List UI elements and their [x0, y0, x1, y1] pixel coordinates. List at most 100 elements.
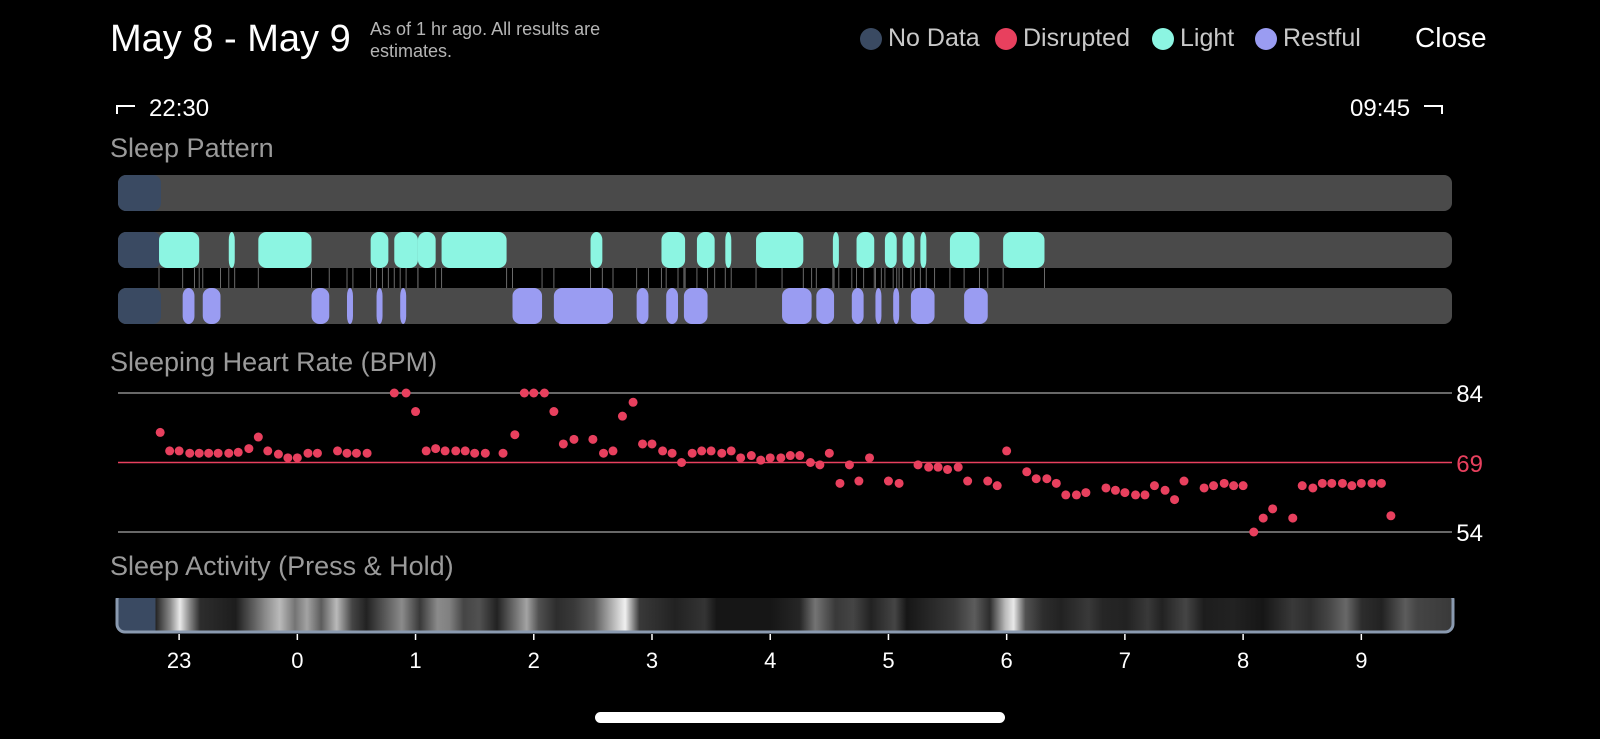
restful-dot-icon: [1255, 27, 1277, 50]
legend-restful: Restful: [1255, 24, 1361, 53]
hr-point: [1386, 511, 1396, 521]
hr-point: [1219, 478, 1229, 488]
hour-label: 3: [646, 648, 658, 673]
hr-point: [273, 449, 283, 459]
light-segment: [884, 232, 897, 268]
estimate-note: As of 1 hr ago. All results are estimate…: [370, 19, 601, 61]
hr-point: [687, 448, 697, 458]
hr-point: [953, 462, 963, 472]
no-data-segment: [118, 232, 162, 268]
restful-segment: [964, 288, 988, 324]
hr-point: [933, 462, 943, 472]
hr-point: [617, 411, 627, 421]
end-time: 09:45: [1350, 95, 1444, 123]
hr-point: [1249, 527, 1259, 537]
no-data-dot-icon: [860, 27, 882, 50]
hr-point: [1110, 485, 1120, 495]
hr-point: [647, 439, 657, 449]
hr-point: [1199, 483, 1209, 493]
disrupted-dot-icon: [995, 27, 1017, 50]
hr-point: [233, 447, 243, 457]
restful-segment: [851, 288, 864, 324]
hr-point: [411, 407, 421, 417]
hr-point: [1229, 481, 1239, 491]
hour-label: 8: [1237, 648, 1249, 673]
hr-point: [470, 448, 480, 458]
hour-label: 7: [1119, 648, 1131, 673]
light-segment: [228, 232, 235, 268]
hr-point: [510, 430, 520, 440]
restful-segment: [666, 288, 679, 324]
hr-point: [569, 434, 579, 444]
hr-point: [1149, 481, 1159, 491]
light-segment: [590, 232, 603, 268]
end-bracket-icon: [1424, 105, 1444, 114]
hr-point: [194, 448, 204, 458]
hr-point: [992, 481, 1002, 491]
hr-point: [697, 446, 707, 456]
hr-point: [844, 460, 854, 470]
hr-point: [174, 446, 184, 456]
hr-point: [1308, 483, 1318, 493]
hr-point: [1081, 488, 1091, 498]
hr-point: [185, 448, 195, 458]
light-segment: [394, 232, 418, 268]
hr-point: [638, 439, 648, 449]
hr-point: [983, 476, 993, 486]
hr-point: [1179, 476, 1189, 486]
hr-point: [1288, 513, 1298, 523]
hr-point: [1376, 478, 1386, 488]
hr-point: [312, 448, 322, 458]
light-segment: [441, 232, 507, 268]
hour-label: 9: [1355, 648, 1367, 673]
restful-segment: [893, 288, 900, 324]
sleep-pattern-chart[interactable]: [0, 165, 1600, 340]
hr-point: [244, 444, 254, 454]
restful-segment: [311, 288, 330, 324]
start-bracket-icon: [116, 105, 135, 114]
sleep-activity-title: Sleep Activity (Press & Hold): [110, 551, 454, 581]
hr-point: [795, 451, 805, 461]
hr-point: [1051, 478, 1061, 488]
hr-max-label: 84: [1456, 381, 1483, 408]
hr-point: [658, 446, 668, 456]
hr-point: [1337, 478, 1347, 488]
restful-segment: [202, 288, 221, 324]
hr-point: [1268, 504, 1278, 514]
hr-point: [756, 455, 766, 465]
restful-segment: [782, 288, 812, 324]
hr-avg-label: 69: [1456, 451, 1483, 478]
hr-point: [854, 476, 864, 486]
hr-point: [717, 448, 727, 458]
hr-point: [824, 448, 834, 458]
hr-point: [342, 448, 352, 458]
sleep-activity-chart[interactable]: 23 0 1 2 3 4 5 6 7 8 9: [0, 598, 1600, 698]
light-segment: [661, 232, 686, 268]
hr-point: [1367, 478, 1377, 488]
hr-point: [1101, 483, 1111, 493]
hr-point: [1327, 478, 1337, 488]
hr-point: [1140, 490, 1150, 500]
hr-point: [519, 388, 529, 398]
hr-point: [558, 439, 568, 449]
hour-label: 1: [409, 648, 421, 673]
hr-min-label: 54: [1456, 520, 1483, 547]
legend-no-data: No Data: [860, 24, 980, 53]
hr-point: [599, 448, 609, 458]
pattern-track: [118, 175, 1452, 211]
hour-label: 2: [528, 648, 540, 673]
hr-point: [677, 458, 687, 467]
hr-point: [835, 478, 845, 488]
hr-point: [213, 448, 223, 458]
hr-point: [1031, 474, 1041, 484]
restful-segment: [512, 288, 543, 324]
hr-point: [865, 453, 875, 463]
hr-point: [333, 446, 343, 456]
home-indicator[interactable]: [595, 712, 1005, 723]
hr-point: [1071, 490, 1081, 500]
hr-point: [351, 448, 361, 458]
hr-point: [883, 476, 893, 486]
close-button[interactable]: Close: [1415, 22, 1487, 53]
light-segment: [1003, 232, 1045, 268]
light-segment: [756, 232, 804, 268]
